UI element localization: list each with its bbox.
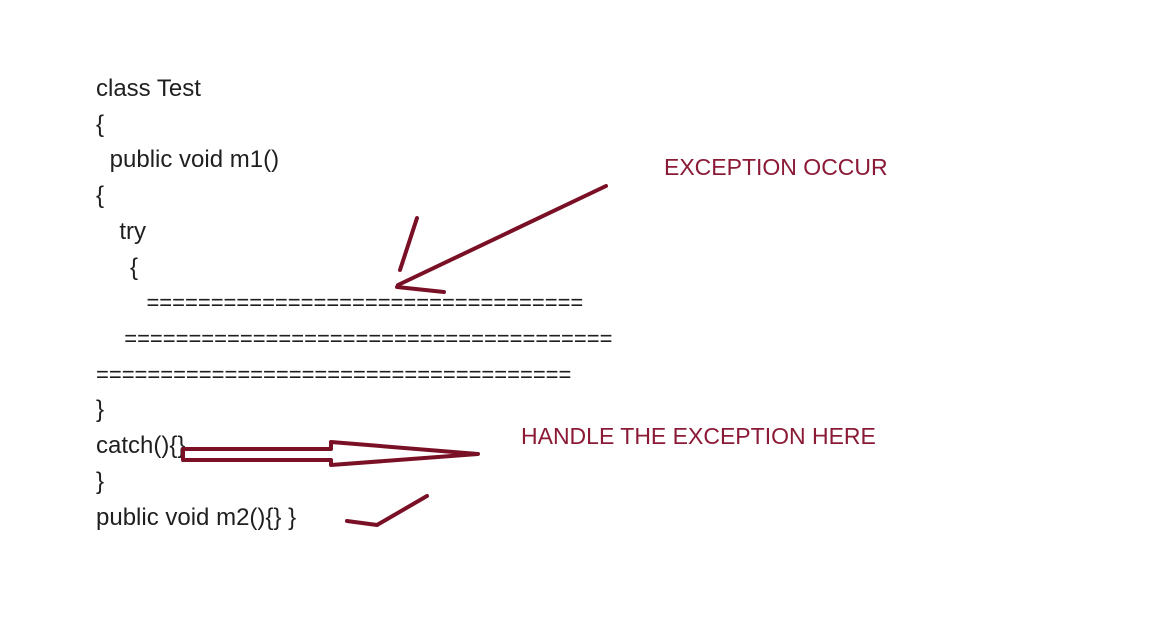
code-line-13: public void m2(){} } <box>96 504 297 531</box>
handle-block-arrow <box>181 440 480 467</box>
code-line-7: ================================== <box>122 290 584 315</box>
code-line-9: ===================================== <box>96 362 572 387</box>
code-line-8: ====================================== <box>112 326 613 351</box>
code-line-5: try <box>106 218 146 245</box>
code-line-6: { <box>110 254 139 281</box>
code-line-3: public void m1() <box>103 146 280 173</box>
code-line-4: { <box>96 182 105 209</box>
exception-arrow-head-upper <box>398 216 419 272</box>
exception-arrow-shaft <box>396 184 608 287</box>
code-line-11: catch(){} <box>96 432 186 459</box>
checkmark-stroke <box>345 494 429 527</box>
code-line-10: } <box>96 396 105 423</box>
code-line-12: } <box>96 468 105 495</box>
code-line-1: class Test <box>96 75 201 102</box>
annotation-exception-occur: EXCEPTION OCCUR <box>664 154 888 180</box>
annotation-handle-exception: HANDLE THE EXCEPTION HERE <box>521 423 876 449</box>
code-line-2: { <box>96 111 105 138</box>
